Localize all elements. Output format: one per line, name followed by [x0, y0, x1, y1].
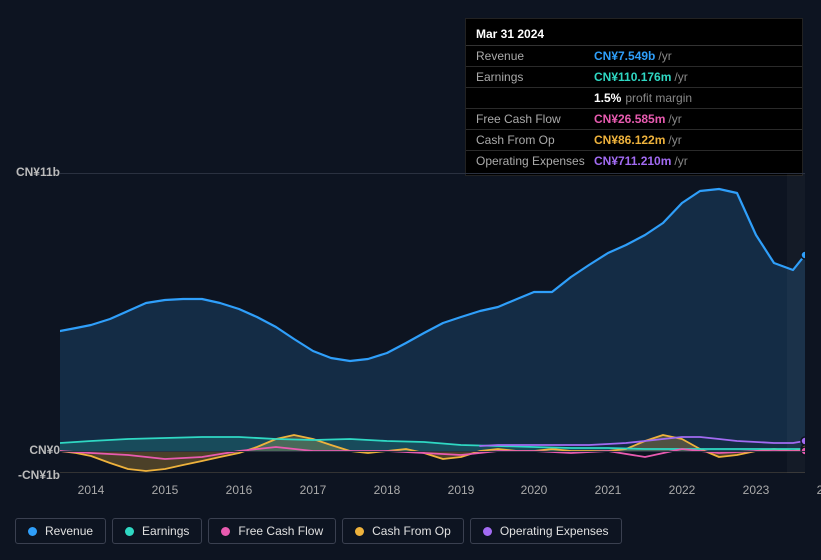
y-axis-label: -CN¥1b: [0, 468, 60, 482]
legend-swatch: [355, 527, 364, 536]
x-axis: 2014 2015 2016 2017 2018 2019 2020 2021 2022 2023…: [60, 483, 805, 501]
financials-chart: 2014 2015 2016 2017 2018 2019 2020 2021 2022 2023…: [15, 155, 805, 510]
x-axis-label: 2021: [595, 483, 622, 497]
x-axis-label: 2022: [669, 483, 696, 497]
tooltip-metric-value: CN¥86.122m: [594, 133, 665, 147]
gridline: [60, 173, 805, 174]
legend-swatch: [221, 527, 230, 536]
legend-label: Cash From Op: [372, 524, 451, 538]
tooltip-extra-row: 1.5% profit margin: [466, 88, 802, 109]
legend-item[interactable]: Earnings: [112, 518, 202, 544]
legend-label: Revenue: [45, 524, 93, 538]
tooltip-metric-value: CN¥7.549b: [594, 49, 655, 63]
series-end-dot: [801, 437, 805, 445]
tooltip-metric-value: CN¥110.176m: [594, 70, 671, 84]
tooltip-metric-label: Cash From Op: [476, 133, 594, 147]
legend-label: Free Cash Flow: [238, 524, 323, 538]
legend-item[interactable]: Cash From Op: [342, 518, 464, 544]
x-axis-label: 2018: [374, 483, 401, 497]
tooltip-metric-label: Earnings: [476, 70, 594, 84]
legend-swatch: [28, 527, 37, 536]
legend-label: Earnings: [142, 524, 189, 538]
chart-svg: [60, 173, 805, 473]
tooltip-row: Cash From OpCN¥86.122m/yr: [466, 130, 802, 151]
legend-item[interactable]: Revenue: [15, 518, 106, 544]
legend-swatch: [483, 527, 492, 536]
tooltip-suffix: /yr: [668, 133, 681, 147]
tooltip-suffix: /yr: [658, 49, 671, 63]
x-axis-label: 2024: [817, 483, 821, 497]
x-axis-label: 2023: [743, 483, 770, 497]
tooltip-extra-label: profit margin: [625, 91, 692, 105]
legend-item[interactable]: Free Cash Flow: [208, 518, 336, 544]
x-axis-label: 2015: [152, 483, 179, 497]
plot-area[interactable]: [60, 173, 805, 473]
legend-item[interactable]: Operating Expenses: [470, 518, 622, 544]
tooltip-metric-value: CN¥26.585m: [594, 112, 665, 126]
cursor-region: [787, 173, 805, 473]
legend-swatch: [125, 527, 134, 536]
legend: Revenue Earnings Free Cash Flow Cash From O…: [15, 518, 622, 544]
x-axis-label: 2020: [521, 483, 548, 497]
tooltip-metric-label: Revenue: [476, 49, 594, 63]
x-axis-label: 2016: [226, 483, 253, 497]
tooltip-suffix: /yr: [668, 112, 681, 126]
legend-label: Operating Expenses: [500, 524, 609, 538]
y-axis-label: CN¥0: [0, 443, 60, 457]
tooltip-row: Free Cash FlowCN¥26.585m/yr: [466, 109, 802, 130]
tooltip-extra-value: 1.5%: [594, 91, 621, 105]
tooltip-suffix: /yr: [674, 70, 687, 84]
y-axis-label: CN¥11b: [0, 165, 60, 179]
series-area-revenue: [60, 189, 805, 451]
tooltip-date: Mar 31 2024: [466, 23, 802, 46]
x-axis-label: 2019: [448, 483, 475, 497]
tooltip-metric-label: Free Cash Flow: [476, 112, 594, 126]
tooltip-row: RevenueCN¥7.549b/yr: [466, 46, 802, 67]
gridline: [60, 451, 805, 452]
x-axis-label: 2017: [300, 483, 327, 497]
x-axis-label: 2014: [78, 483, 105, 497]
chart-tooltip: Mar 31 2024 RevenueCN¥7.549b/yrEarningsC…: [465, 18, 803, 176]
tooltip-row: EarningsCN¥110.176m/yr: [466, 67, 802, 88]
series-end-dot: [801, 251, 805, 259]
